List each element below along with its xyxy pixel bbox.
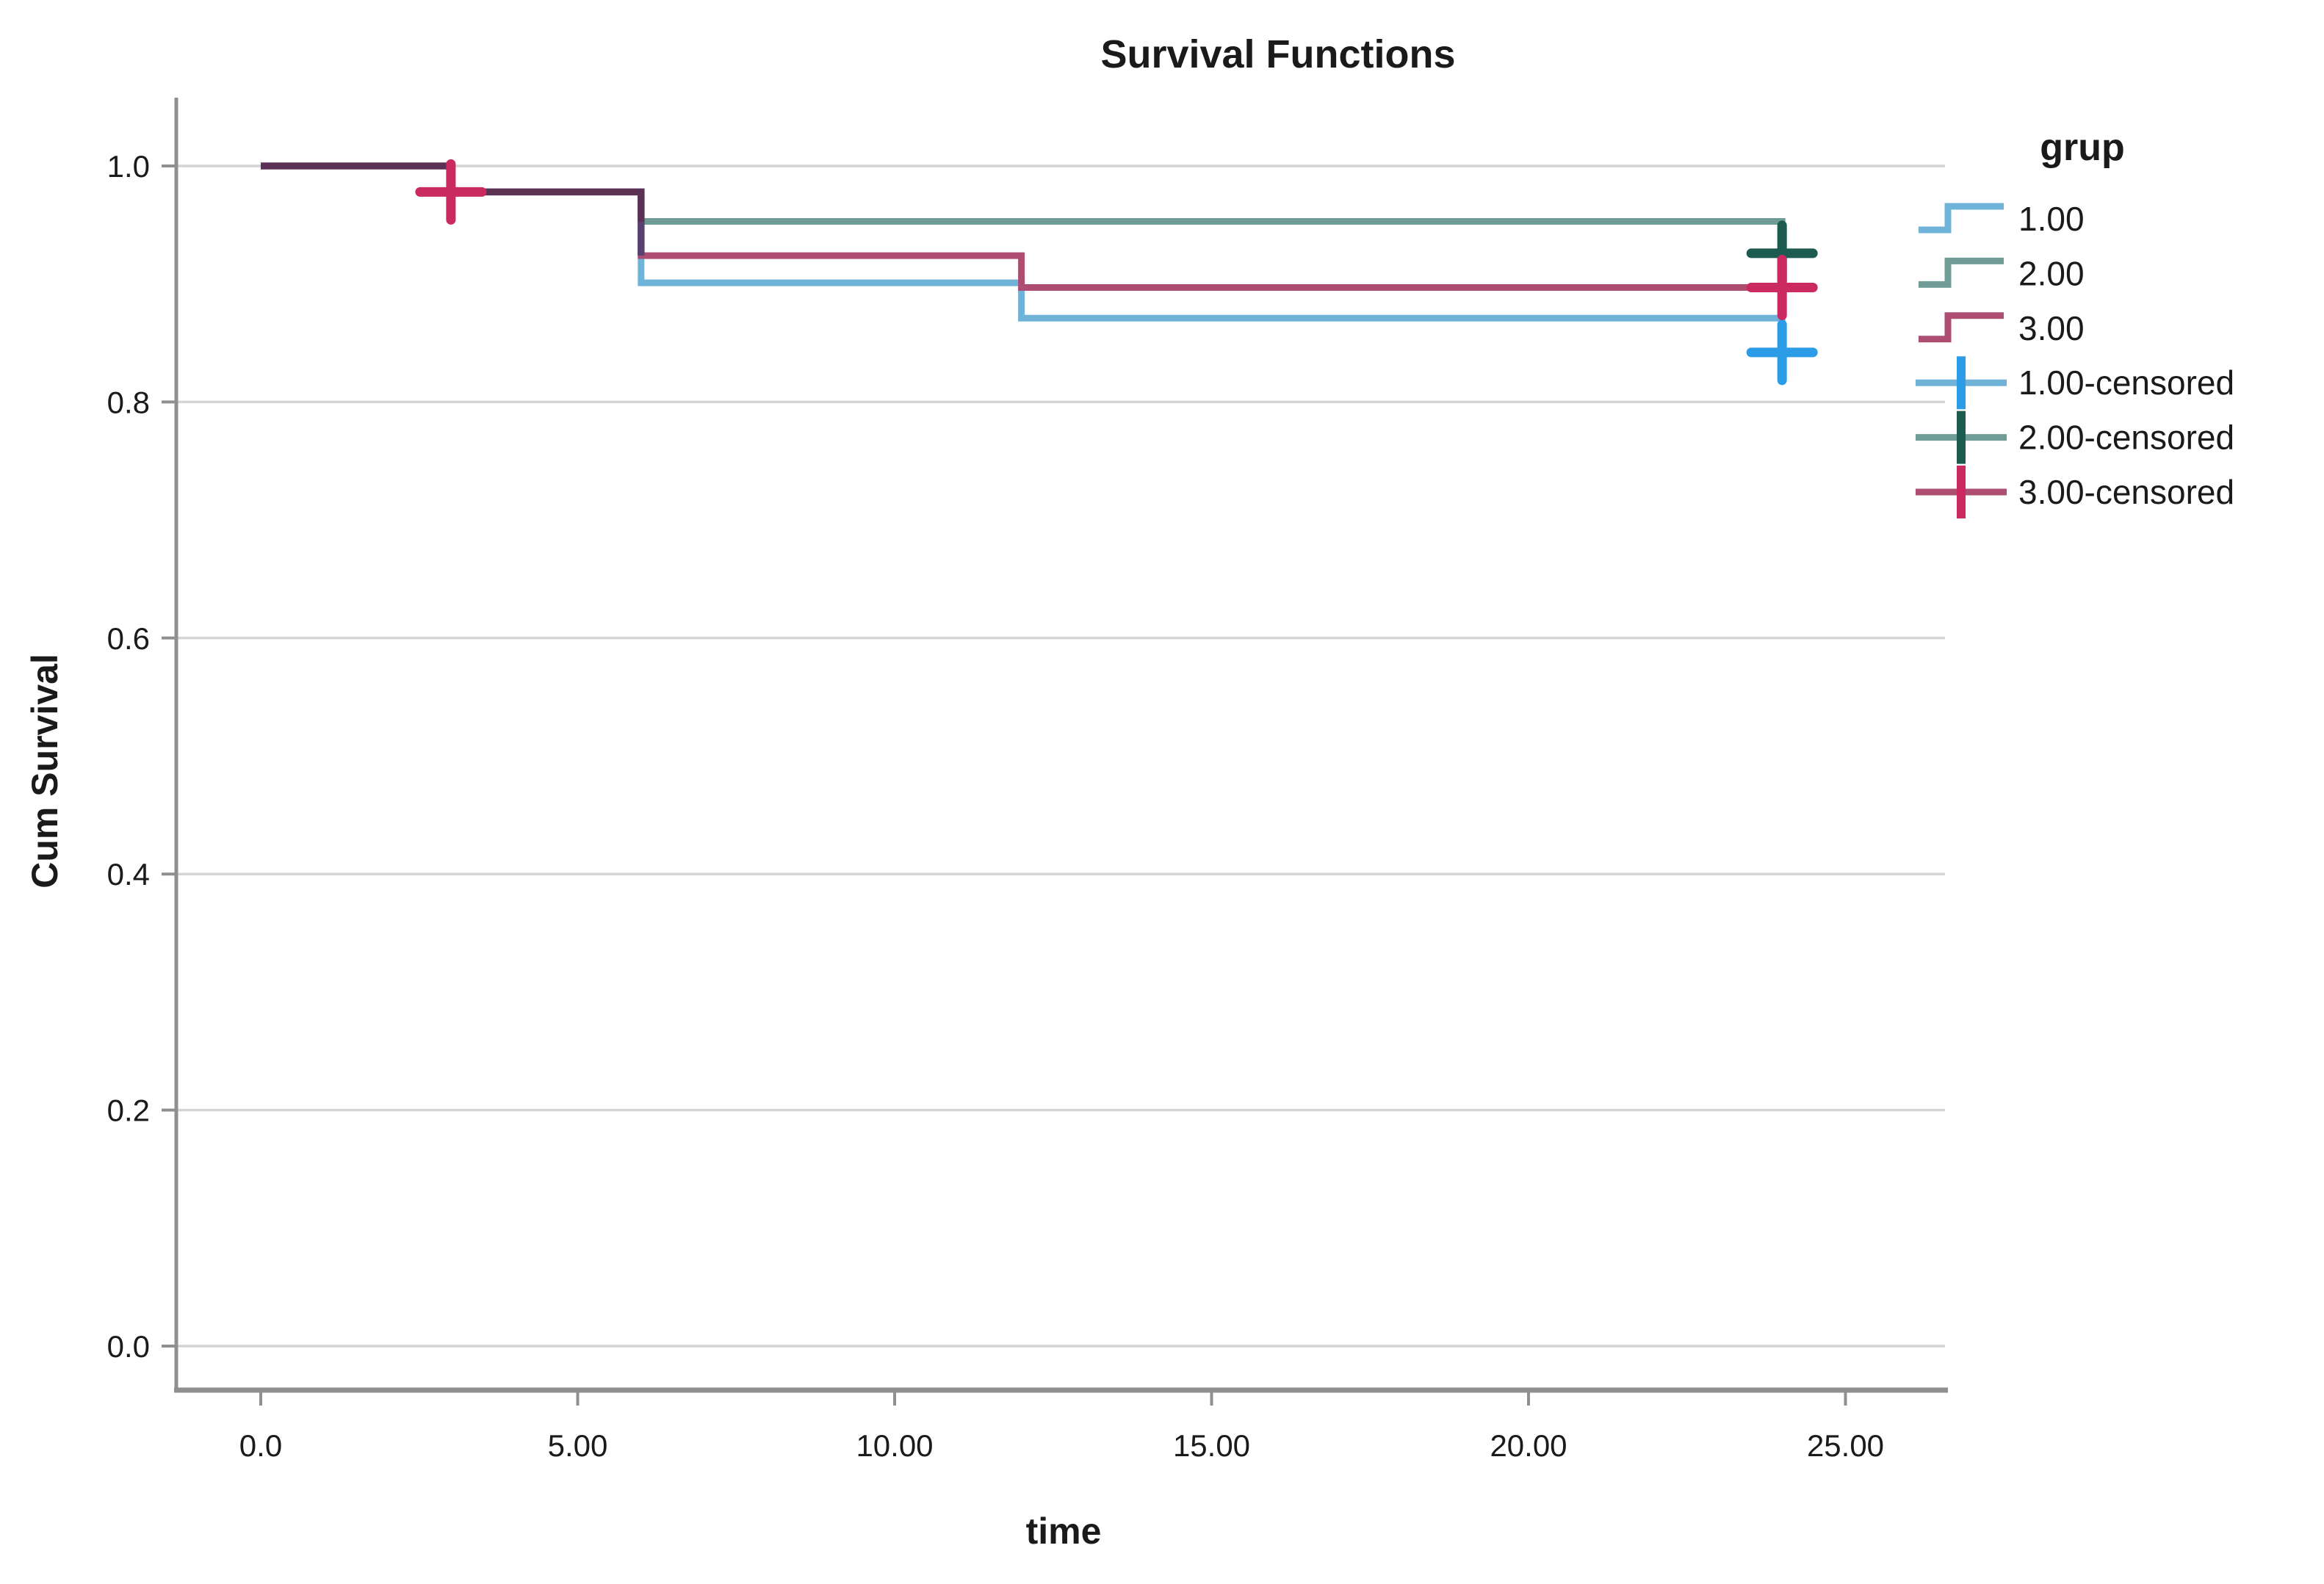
x-tick-label: 25.00: [1807, 1428, 1884, 1463]
series-layer: [261, 162, 1786, 352]
y-tick-label: 1.0: [107, 149, 150, 184]
legend-item-label: 3.00-censored: [2018, 473, 2234, 511]
y-axis-title: Cum Survival: [24, 654, 65, 889]
x-tick-label: 15.00: [1173, 1428, 1250, 1463]
legend-item: 1.00: [1919, 200, 2085, 238]
legend-item-label: 3.00: [2018, 309, 2085, 347]
label-layer: 0.0 0.2 0.4 0.6 0.8 1.0 0.0 5.00 10.00 15.00 20.00…: [107, 149, 1884, 1463]
axis-layer: [162, 98, 1948, 1406]
legend-step-icon: [1919, 203, 2004, 234]
legend-item: 2.00: [1919, 254, 2085, 292]
x-tick-label: 5.00: [548, 1428, 608, 1463]
legend-item-label: 2.00: [2018, 254, 2085, 292]
y-tick-label: 0.0: [107, 1329, 150, 1364]
legend-item: 3.00: [1919, 309, 2085, 347]
y-tick-label: 0.6: [107, 621, 150, 656]
legend-item-label: 1.00: [2018, 200, 2085, 238]
legend: grup 1.00 2.00 3.00 1.00-censored 2.00-censo…: [1916, 126, 2234, 518]
legend-item-label: 1.00-censored: [2018, 364, 2234, 402]
legend-item: 3.00-censored: [1916, 466, 2234, 518]
series-line-group-2: [261, 162, 1786, 253]
legend-title: grup: [2040, 126, 2125, 169]
marker-layer: [415, 159, 1818, 386]
grid-layer: [176, 164, 1945, 1348]
legend-item: 1.00-censored: [1916, 356, 2234, 410]
series-line-group-3: [261, 162, 1783, 292]
y-tick-label: 0.2: [107, 1093, 150, 1128]
x-tick-label: 10.00: [856, 1428, 933, 1463]
legend-step-icon: [1919, 312, 2004, 343]
chart-title: Survival Functions: [1100, 32, 1455, 76]
x-tick-label: 20.00: [1490, 1428, 1567, 1463]
legend-item: 2.00-censored: [1916, 411, 2234, 464]
y-tick-label: 0.4: [107, 857, 150, 892]
x-axis-title: time: [1026, 1511, 1102, 1552]
y-tick-label: 0.8: [107, 385, 150, 419]
legend-step-icon: [1919, 257, 2004, 288]
legend-item-label: 2.00-censored: [2018, 419, 2234, 457]
x-tick-label: 0.0: [239, 1428, 282, 1463]
